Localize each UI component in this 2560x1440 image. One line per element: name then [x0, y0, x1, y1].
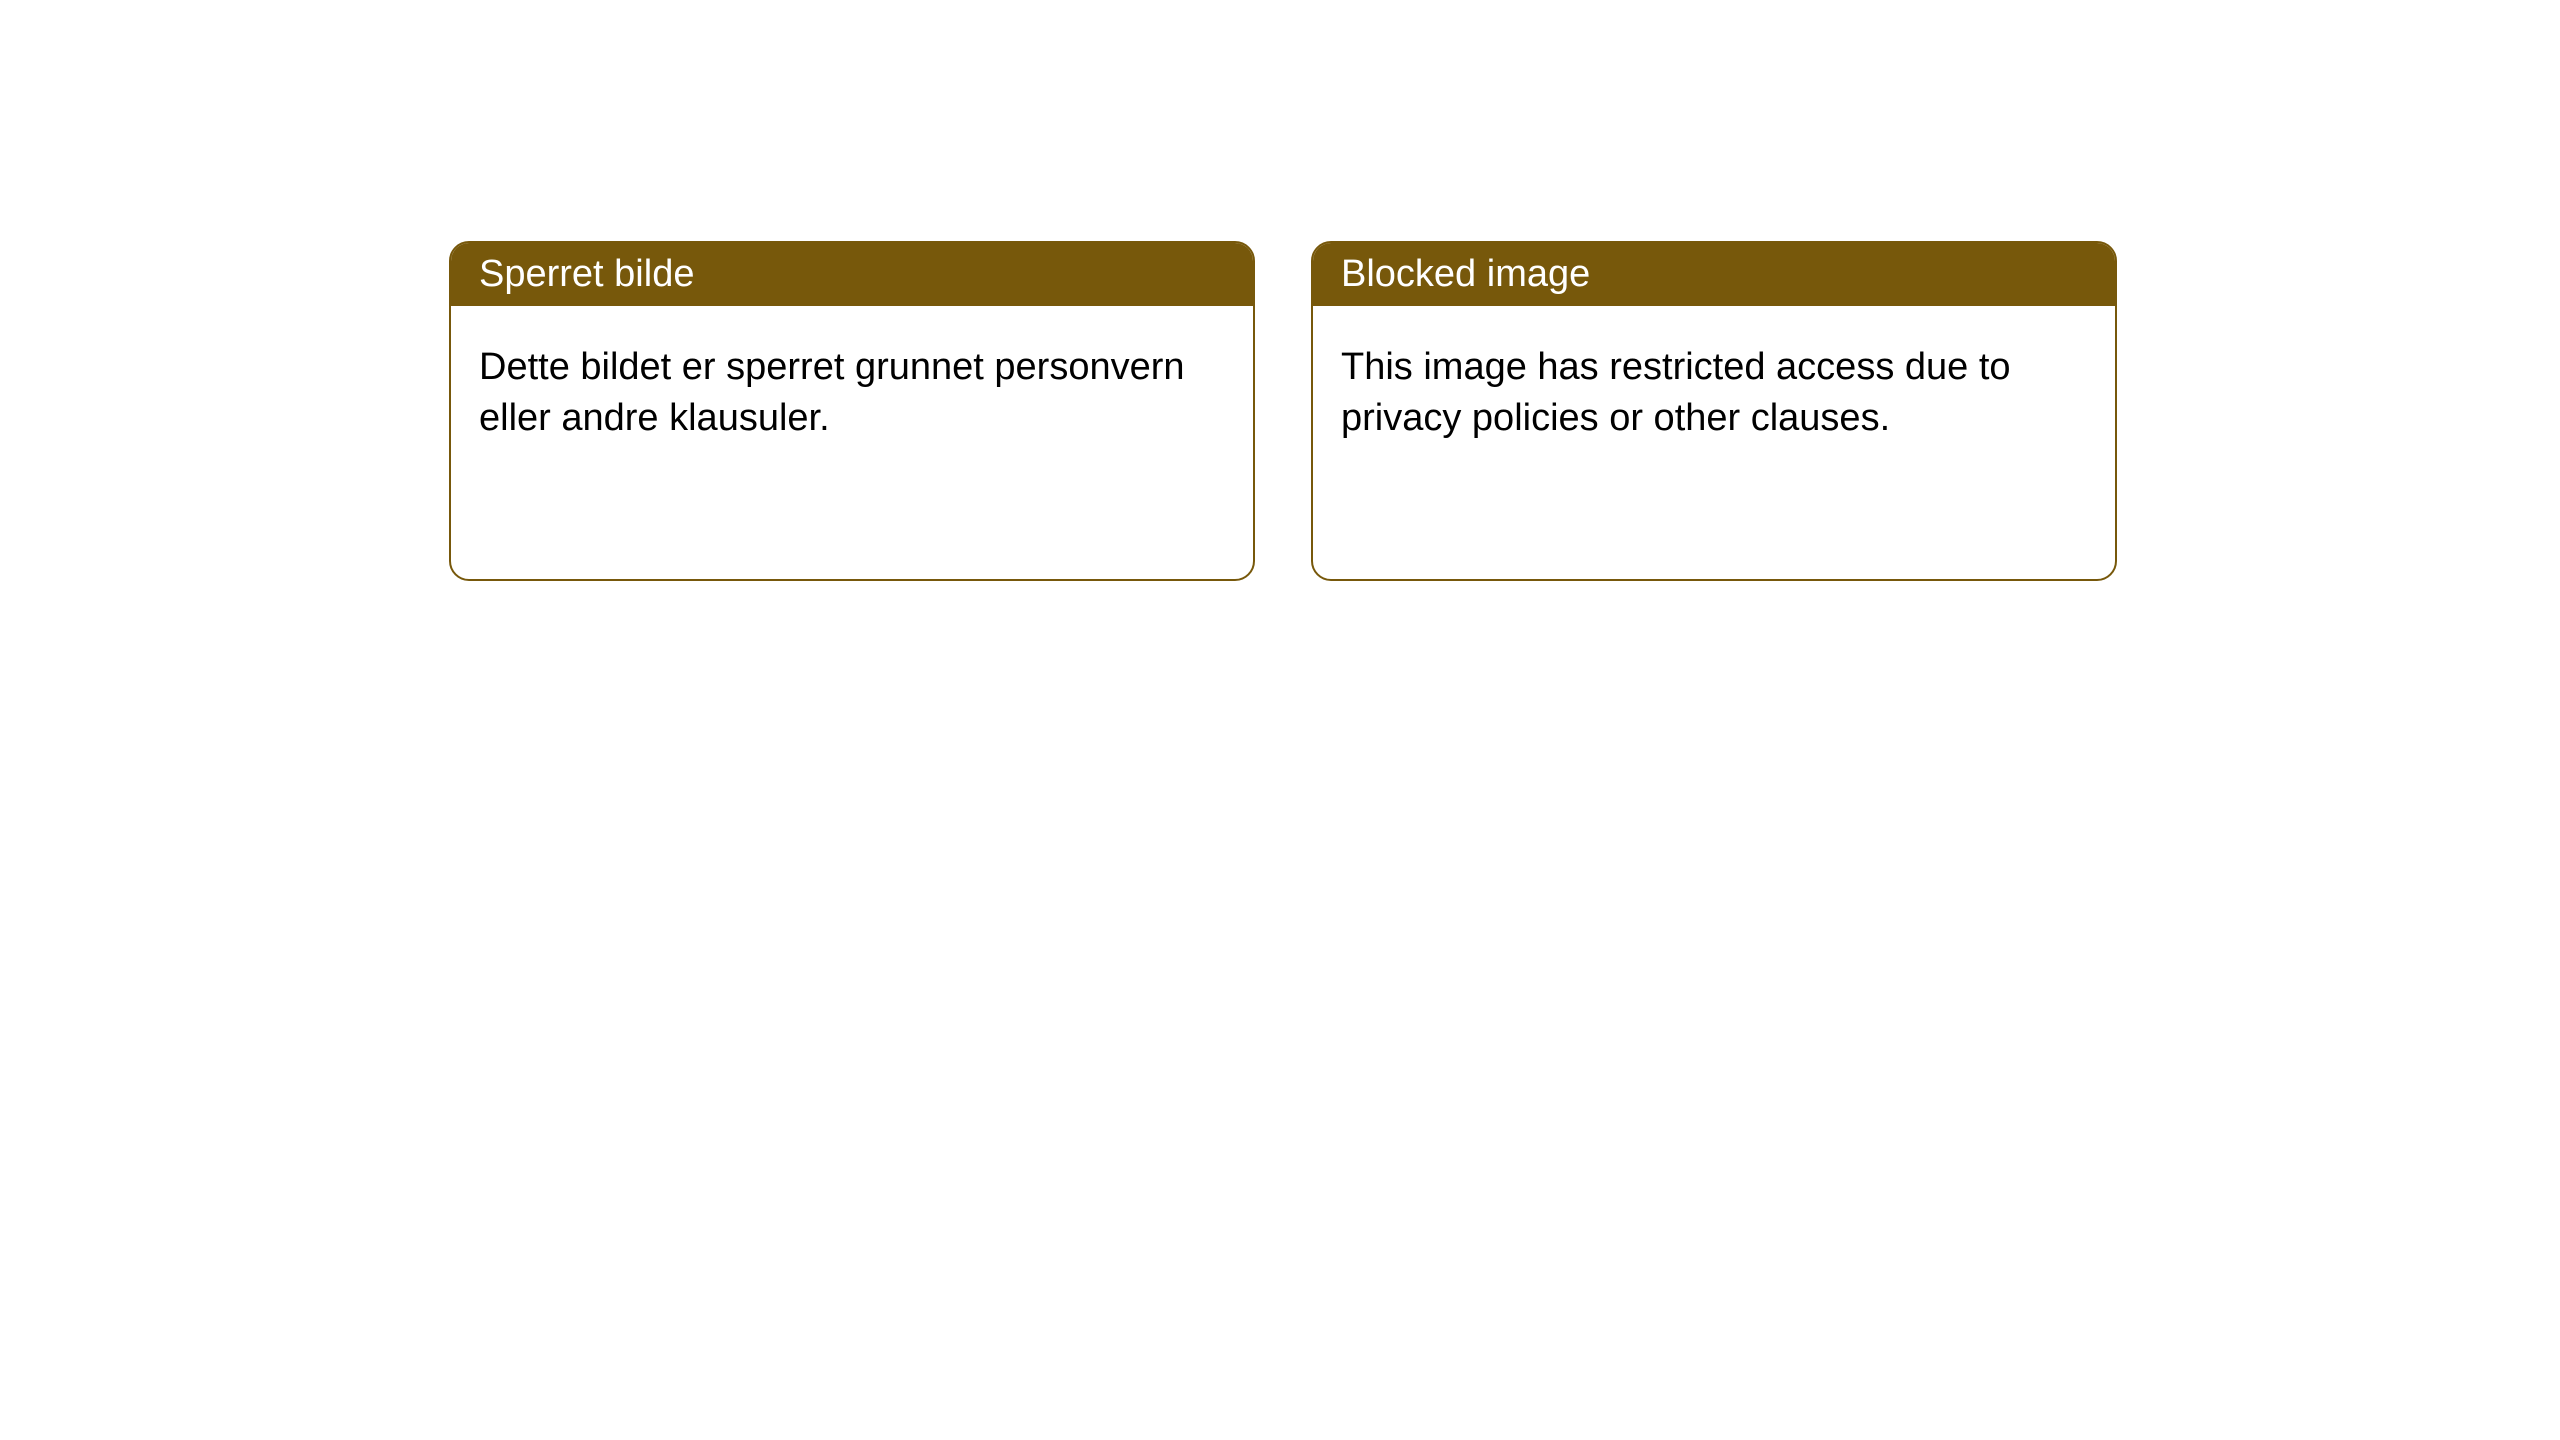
card-title: Blocked image — [1341, 253, 1590, 295]
card-body: This image has restricted access due to … — [1313, 306, 2115, 481]
notice-card-english: Blocked image This image has restricted … — [1311, 241, 2117, 581]
notice-card-norwegian: Sperret bilde Dette bildet er sperret gr… — [449, 241, 1255, 581]
card-message: This image has restricted access due to … — [1341, 346, 2011, 439]
card-header: Blocked image — [1313, 243, 2115, 306]
card-body: Dette bildet er sperret grunnet personve… — [451, 306, 1253, 481]
notice-container: Sperret bilde Dette bildet er sperret gr… — [0, 0, 2560, 581]
card-message: Dette bildet er sperret grunnet personve… — [479, 346, 1185, 439]
card-title: Sperret bilde — [479, 253, 694, 295]
card-header: Sperret bilde — [451, 243, 1253, 306]
